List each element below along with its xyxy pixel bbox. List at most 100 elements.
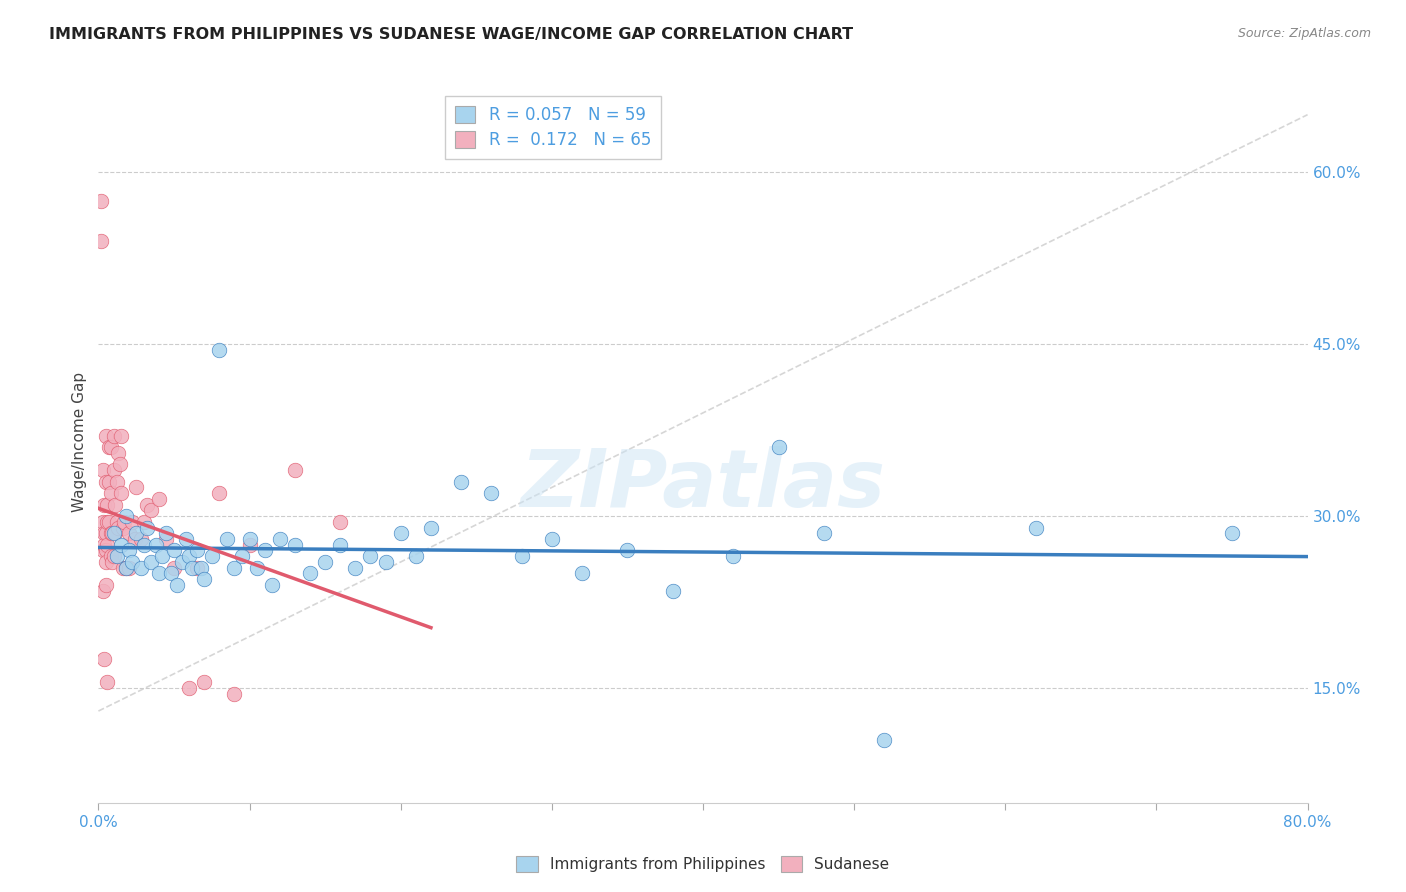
Point — [215, 532, 238, 546]
Point — [170, 555, 193, 569]
Point — [91, 463, 114, 477]
Point — [329, 515, 352, 529]
Point — [94, 429, 117, 443]
Text: IMMIGRANTS FROM PHILIPPINES VS SUDANESE WAGE/INCOME GAP CORRELATION CHART: IMMIGRANTS FROM PHILIPPINES VS SUDANESE … — [49, 27, 853, 42]
Point — [360, 549, 382, 564]
Point — [124, 532, 146, 546]
Point — [94, 475, 117, 489]
Point — [105, 549, 128, 564]
Point — [135, 498, 157, 512]
Point — [96, 538, 118, 552]
Point — [873, 732, 896, 747]
Point — [103, 429, 125, 443]
Point — [93, 538, 115, 552]
Point — [93, 498, 115, 512]
Point — [121, 515, 143, 529]
Point — [163, 560, 186, 574]
Point — [129, 532, 152, 546]
Point — [193, 572, 215, 586]
Point — [132, 515, 155, 529]
Point — [374, 555, 396, 569]
Point — [135, 520, 157, 534]
Point — [125, 526, 148, 541]
Text: Source: ZipAtlas.com: Source: ZipAtlas.com — [1237, 27, 1371, 40]
Point — [111, 520, 134, 534]
Point — [269, 532, 291, 546]
Point — [118, 543, 141, 558]
Point — [284, 463, 307, 477]
Point — [100, 526, 122, 541]
Point — [96, 675, 118, 690]
Point — [186, 543, 208, 558]
Point — [201, 549, 224, 564]
Point — [174, 532, 197, 546]
Point — [114, 509, 136, 524]
Point — [121, 555, 143, 569]
Point — [231, 549, 253, 564]
Point — [125, 480, 148, 494]
Point — [239, 532, 262, 546]
Point — [98, 440, 121, 454]
Point — [262, 578, 284, 592]
Point — [98, 475, 121, 489]
Point — [299, 566, 322, 581]
Point — [239, 538, 262, 552]
Point — [118, 526, 141, 541]
Point — [100, 486, 122, 500]
Point — [91, 543, 114, 558]
Point — [661, 583, 683, 598]
Point — [405, 549, 427, 564]
Point — [150, 549, 173, 564]
Text: ZIPatlas: ZIPatlas — [520, 446, 886, 524]
Point — [91, 515, 114, 529]
Point — [193, 675, 215, 690]
Point — [148, 491, 170, 506]
Point — [103, 463, 125, 477]
Point — [93, 526, 115, 541]
Point — [344, 560, 367, 574]
Point — [110, 486, 132, 500]
Point — [186, 560, 208, 574]
Point — [96, 498, 118, 512]
Point — [224, 687, 246, 701]
Point — [104, 526, 127, 541]
Point — [571, 566, 593, 581]
Point — [108, 458, 131, 472]
Point — [110, 429, 132, 443]
Point — [389, 526, 412, 541]
Point — [141, 555, 163, 569]
Point — [768, 440, 790, 454]
Point — [100, 440, 122, 454]
Point — [101, 555, 124, 569]
Point — [148, 566, 170, 581]
Point — [481, 486, 503, 500]
Point — [616, 543, 638, 558]
Point — [101, 526, 124, 541]
Point — [104, 498, 127, 512]
Point — [96, 515, 118, 529]
Point — [103, 549, 125, 564]
Point — [94, 543, 117, 558]
Point — [112, 515, 135, 529]
Point — [105, 515, 128, 529]
Point — [813, 526, 835, 541]
Point — [1220, 526, 1243, 541]
Point — [723, 549, 745, 564]
Point — [208, 486, 231, 500]
Point — [208, 343, 231, 357]
Point — [141, 503, 163, 517]
Point — [118, 560, 141, 574]
Point — [132, 538, 155, 552]
Point — [246, 560, 269, 574]
Point — [110, 538, 132, 552]
Y-axis label: Wage/Income Gap: Wage/Income Gap — [72, 371, 87, 512]
Point — [224, 560, 246, 574]
Point — [107, 520, 129, 534]
Point — [420, 520, 443, 534]
Point — [129, 560, 152, 574]
Point — [114, 560, 136, 574]
Point — [94, 526, 117, 541]
Point — [510, 549, 533, 564]
Point — [160, 566, 183, 581]
Point — [163, 543, 186, 558]
